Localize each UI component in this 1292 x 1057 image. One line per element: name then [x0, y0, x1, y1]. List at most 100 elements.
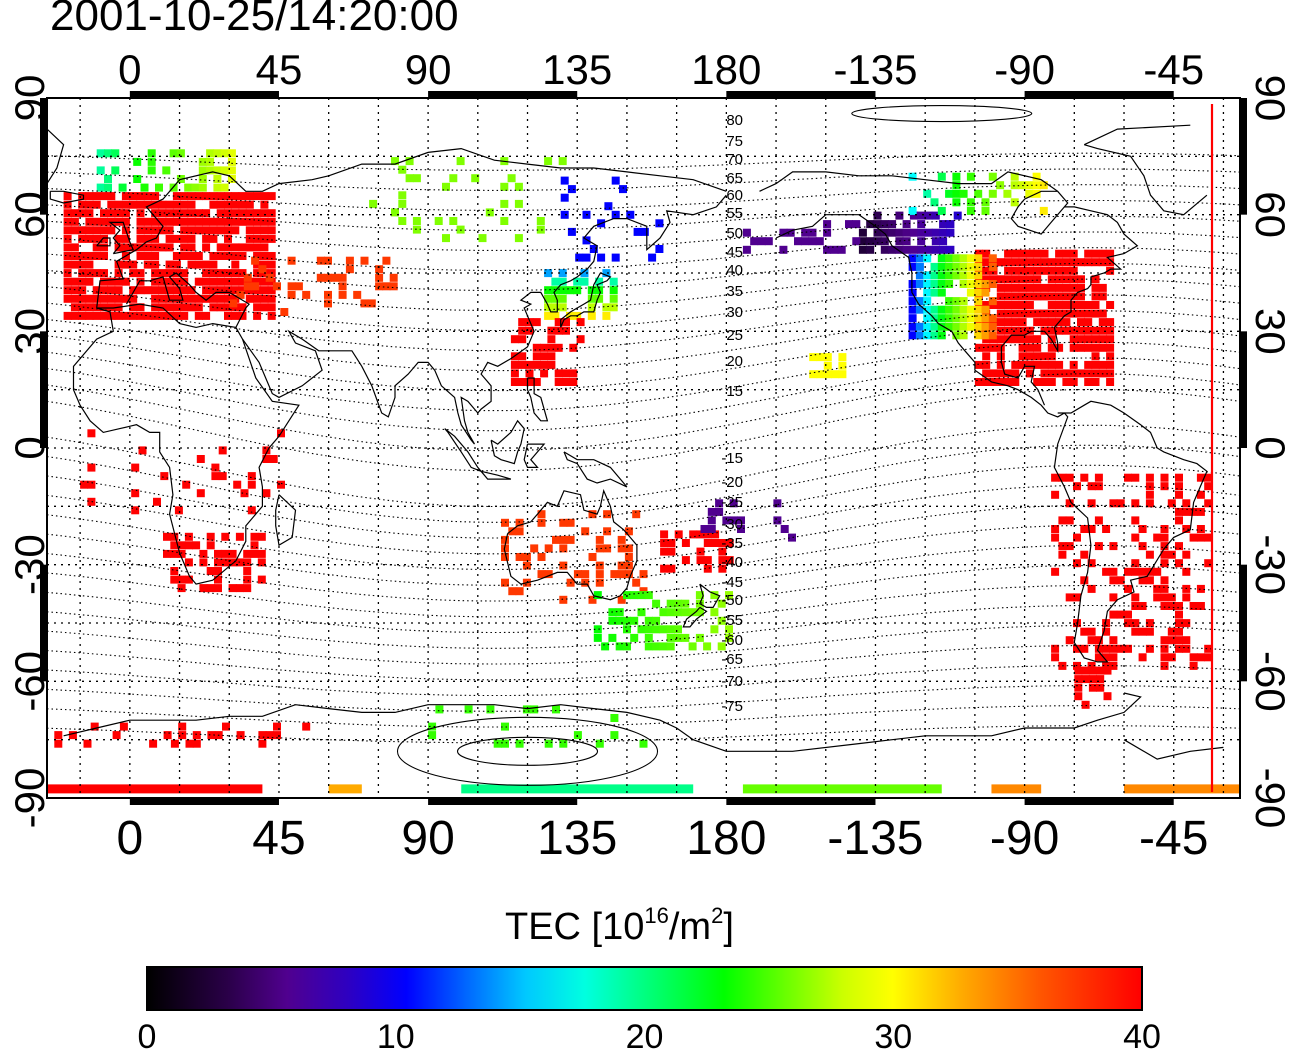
tec-cell: [982, 352, 991, 361]
tec-cell: [1033, 283, 1042, 292]
tec-cell: [644, 591, 653, 600]
tec-cell: [1055, 301, 1064, 309]
contour-label: -75: [721, 698, 743, 715]
tec-cell: [131, 506, 140, 515]
tec-cell: [937, 280, 946, 288]
coastline: [699, 583, 721, 608]
tec-cell: [1204, 499, 1213, 508]
tec-cell: [909, 245, 918, 254]
tec-cell: [573, 570, 582, 579]
tec-cell: [187, 303, 196, 312]
tec-cell: [1069, 378, 1078, 386]
tec-cell: [595, 578, 604, 587]
tec-cell: [180, 209, 189, 218]
tec-cell: [974, 249, 983, 258]
tec-cell: [147, 166, 156, 175]
tec-cell: [143, 260, 152, 269]
tec-cell: [1160, 576, 1169, 585]
tec-cell: [1160, 602, 1169, 610]
tec-cell: [456, 157, 465, 166]
tec-cell: [532, 378, 541, 386]
tec-cell: [398, 217, 407, 225]
tec-cell: [227, 166, 236, 175]
tec-cell: [243, 282, 252, 291]
tec-cell: [915, 254, 924, 263]
tec-cell: [262, 455, 271, 463]
tec-cell: [180, 252, 189, 260]
tec-cell: [1004, 369, 1013, 378]
tec-cell: [1055, 369, 1064, 378]
contour-label: -40: [721, 554, 743, 571]
tec-cell: [100, 252, 108, 260]
tec-cell: [1018, 360, 1027, 369]
tec-cell: [930, 288, 939, 297]
tec-cell: [1077, 343, 1085, 352]
tec-cell: [80, 480, 89, 489]
tec-cell: [1084, 258, 1093, 267]
tec-cell: [1033, 343, 1042, 352]
tec-cell: [1087, 559, 1096, 568]
tec-cell: [176, 149, 185, 158]
tec-cell: [544, 544, 553, 553]
tec-cell: [1131, 602, 1140, 610]
tec-cell: [240, 489, 249, 498]
tec-cell: [121, 311, 130, 320]
tec-cell: [262, 489, 271, 498]
tec-cell: [544, 739, 553, 748]
tec-cell: [837, 245, 846, 254]
tec-cell: [1051, 473, 1060, 482]
tec-cell: [107, 311, 116, 320]
tec-cell: [107, 294, 116, 303]
tec-cell: [1081, 666, 1090, 675]
tec-cell: [540, 352, 549, 361]
tec-cell: [228, 584, 237, 593]
tec-cell: [228, 549, 237, 558]
tec-cell: [114, 209, 123, 218]
tec-cell: [1189, 653, 1198, 662]
tec-cell: [180, 217, 189, 226]
tec-cell: [129, 260, 138, 269]
tec-cell: [779, 228, 788, 237]
tec-cell: [996, 343, 1005, 352]
colorbar-title: TEC [1016/m2]: [505, 903, 734, 948]
tec-cell: [121, 234, 130, 243]
tec-cell: [206, 567, 215, 575]
tec-cell: [1077, 326, 1085, 335]
tec-cell: [1175, 627, 1183, 636]
tec-cell: [1091, 301, 1100, 309]
tec-cell: [151, 252, 160, 260]
tec-cell: [238, 192, 247, 201]
tec-cell: [644, 633, 653, 642]
tec-cell: [1091, 335, 1100, 344]
contour-line: [47, 665, 1240, 697]
tec-cell: [158, 286, 167, 295]
tec-cell: [260, 200, 269, 209]
tec-cell: [405, 157, 414, 166]
tec-cell: [238, 286, 247, 295]
tec-cell: [725, 625, 733, 634]
tec-cell: [260, 209, 269, 218]
left-lat-label: -60: [6, 651, 53, 712]
tec-cell: [608, 633, 617, 642]
tec-cell: [1074, 683, 1083, 692]
tec-cell: [510, 378, 519, 386]
tec-cell: [1062, 369, 1071, 378]
coastline-layer: [47, 124, 1224, 760]
tec-cell: [243, 575, 252, 584]
tec-cell: [382, 256, 391, 265]
tec-cell: [500, 182, 509, 191]
tec-cell: [180, 200, 189, 209]
tec-cell: [710, 591, 719, 600]
tec-cell: [151, 269, 160, 278]
tec-cell: [486, 705, 495, 714]
tec-cell: [544, 294, 553, 303]
colorbar-tick-label: 0: [137, 1018, 157, 1056]
tec-cell: [100, 311, 108, 320]
tec-cell: [209, 226, 218, 235]
tec-cell: [717, 599, 726, 608]
tec-cell: [92, 226, 101, 235]
tec-cell: [211, 463, 220, 472]
tec-cell: [260, 252, 269, 260]
tec-cell: [114, 234, 123, 243]
tec-cell: [945, 297, 954, 306]
